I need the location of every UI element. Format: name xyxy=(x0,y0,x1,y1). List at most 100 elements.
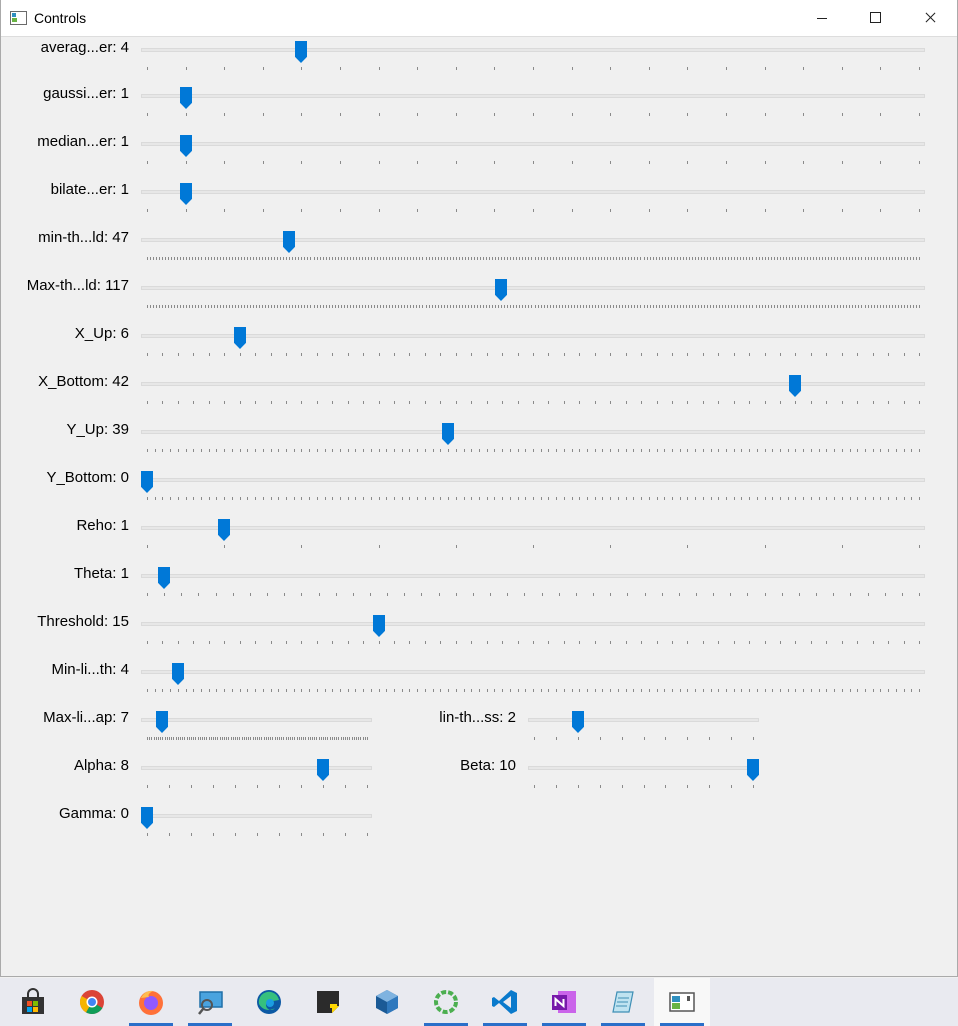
tick-mark xyxy=(401,305,402,308)
taskbar-vscode[interactable] xyxy=(477,978,533,1026)
trackbar-thumb[interactable] xyxy=(295,41,307,63)
trackbar-groove[interactable] xyxy=(141,334,925,338)
trackbar-groove[interactable] xyxy=(528,766,759,770)
trackbar-groove[interactable] xyxy=(528,718,759,722)
trackbar-groove[interactable] xyxy=(141,670,925,674)
title-bar[interactable]: Controls xyxy=(1,0,957,37)
taskbar-chrome[interactable] xyxy=(64,978,120,1026)
tick-mark xyxy=(902,593,903,596)
tick-mark xyxy=(240,401,241,404)
tick-mark xyxy=(911,689,912,692)
trackbar-ticks xyxy=(534,737,754,743)
trackbar-thumb[interactable] xyxy=(495,279,507,301)
tick-mark xyxy=(238,257,239,260)
taskbar-onenote[interactable] xyxy=(536,978,592,1026)
trackbar-thumb[interactable] xyxy=(218,519,230,541)
taskbar-controls-window[interactable] xyxy=(654,978,710,1026)
tick-mark xyxy=(816,593,817,596)
trackbar-groove[interactable] xyxy=(141,526,925,530)
trackbar-groove[interactable] xyxy=(141,622,925,626)
tick-mark xyxy=(650,305,651,308)
tick-mark xyxy=(344,257,345,260)
tick-mark xyxy=(247,449,248,452)
tick-mark xyxy=(842,353,843,356)
tick-mark xyxy=(162,737,163,740)
trackbar-thumb[interactable] xyxy=(172,663,184,685)
tick-mark xyxy=(222,737,223,740)
taskbar-notepad[interactable] xyxy=(595,978,651,1026)
trackbar-groove[interactable] xyxy=(141,478,925,482)
tick-mark xyxy=(852,305,853,308)
tick-mark xyxy=(168,257,169,260)
tick-mark xyxy=(765,641,766,644)
taskbar-edge[interactable] xyxy=(241,978,297,1026)
trackbar-groove[interactable] xyxy=(141,238,925,242)
tick-mark xyxy=(259,305,260,308)
tick-mark xyxy=(792,305,793,308)
tick-mark xyxy=(379,497,380,500)
minimize-button[interactable] xyxy=(799,0,845,36)
maximize-button[interactable] xyxy=(853,0,899,36)
trackbar-groove[interactable] xyxy=(141,766,372,770)
tick-mark xyxy=(601,257,602,260)
trackbar-groove[interactable] xyxy=(141,718,372,722)
trackbar-thumb[interactable] xyxy=(156,711,168,733)
tick-mark xyxy=(880,161,881,164)
taskbar-spinner-app[interactable] xyxy=(418,978,474,1026)
trackbar-thumb[interactable] xyxy=(373,615,385,637)
trackbar-thumb[interactable] xyxy=(180,135,192,157)
trackbar-groove[interactable] xyxy=(141,48,925,52)
trackbar-groove[interactable] xyxy=(141,142,925,146)
trackbar-groove[interactable] xyxy=(141,94,925,98)
tick-mark xyxy=(501,305,502,308)
tick-mark xyxy=(610,67,611,70)
tick-mark xyxy=(640,257,641,260)
trackbar-thumb[interactable] xyxy=(180,183,192,205)
taskbar-firefox[interactable] xyxy=(123,978,179,1026)
tick-mark xyxy=(548,689,549,692)
tick-mark xyxy=(183,257,184,260)
trackbar-groove[interactable] xyxy=(141,382,925,386)
tick-mark xyxy=(386,449,387,452)
tick-mark xyxy=(502,497,503,500)
trackbar-thumb[interactable] xyxy=(283,231,295,253)
trackbar-groove[interactable] xyxy=(141,286,925,290)
tick-mark xyxy=(895,257,896,260)
trackbar-thumb[interactable] xyxy=(158,567,170,589)
trackbar-thumb[interactable] xyxy=(234,327,246,349)
trackbar-thumb[interactable] xyxy=(789,375,801,397)
trackbar-groove[interactable] xyxy=(141,190,925,194)
tick-mark xyxy=(687,67,688,70)
trackbar-thumb[interactable] xyxy=(180,87,192,109)
tick-mark xyxy=(462,257,463,260)
trackbar-thumb[interactable] xyxy=(572,711,584,733)
trackbar-thumb[interactable] xyxy=(317,759,329,781)
taskbar-sticky-notes[interactable] xyxy=(300,978,356,1026)
trackbar-thumb[interactable] xyxy=(141,471,153,493)
trackbar-groove[interactable] xyxy=(141,574,925,578)
trackbar-thumb[interactable] xyxy=(141,807,153,829)
taskbar-remote-desktop[interactable] xyxy=(182,978,238,1026)
tick-mark xyxy=(842,67,843,70)
taskbar-store[interactable] xyxy=(5,978,61,1026)
trackbar-ticks xyxy=(147,113,920,119)
tick-mark xyxy=(683,257,684,260)
tick-mark xyxy=(686,257,687,260)
trackbar-groove[interactable] xyxy=(141,430,925,434)
trackbar-groove[interactable] xyxy=(141,814,372,818)
controls-window-icon xyxy=(669,992,695,1012)
trackbar-thumb[interactable] xyxy=(747,759,759,781)
tick-mark xyxy=(211,305,212,308)
tick-mark xyxy=(548,401,549,404)
tick-mark xyxy=(216,497,217,500)
tick-mark xyxy=(262,257,263,260)
taskbar-virtualbox[interactable] xyxy=(359,978,415,1026)
tick-mark xyxy=(483,257,484,260)
tick-mark xyxy=(286,449,287,452)
tick-mark xyxy=(487,497,488,500)
tick-mark xyxy=(533,67,534,70)
tick-mark xyxy=(550,257,551,260)
close-button[interactable] xyxy=(907,0,953,36)
trackbar-thumb[interactable] xyxy=(442,423,454,445)
tick-mark xyxy=(242,737,243,740)
